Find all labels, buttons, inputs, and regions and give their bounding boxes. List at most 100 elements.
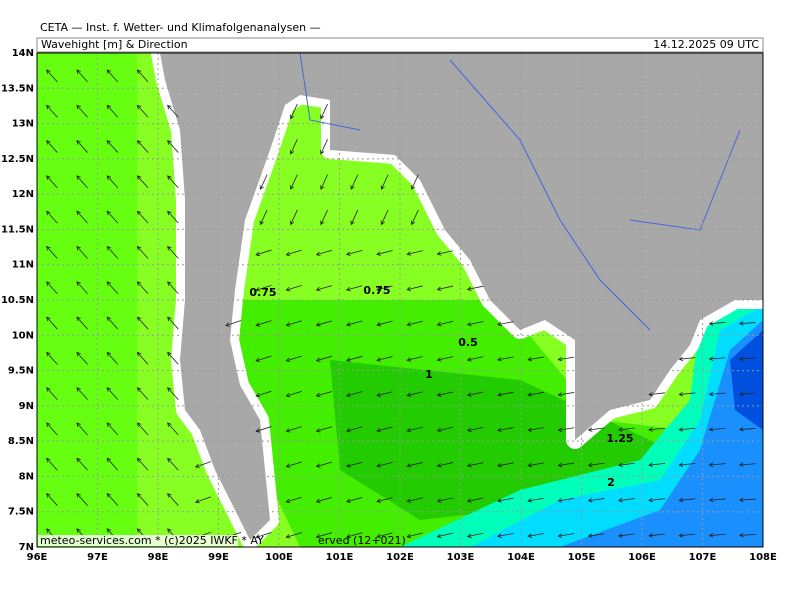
lat-label: 11N bbox=[12, 260, 34, 271]
lon-label: 105E bbox=[568, 552, 596, 563]
wave-arrow bbox=[406, 532, 423, 539]
wave-arrow bbox=[315, 320, 333, 327]
wave-arrow bbox=[406, 250, 423, 256]
wave-arrow bbox=[167, 210, 179, 224]
wave-arrow bbox=[557, 392, 575, 397]
wave-arrow bbox=[255, 390, 272, 398]
wave-arrow bbox=[167, 245, 179, 259]
wave-arrow bbox=[167, 493, 179, 506]
wave-arrow bbox=[167, 387, 179, 400]
lat-label: 9N bbox=[19, 401, 34, 412]
wave-arrow bbox=[376, 532, 393, 539]
wave-arrow bbox=[587, 427, 605, 432]
wave-arrow bbox=[436, 391, 454, 397]
wave-arrow bbox=[527, 427, 544, 433]
lon-label: 106E bbox=[628, 552, 656, 563]
wave-arrow bbox=[46, 281, 58, 295]
lat-label: 9.5N bbox=[8, 366, 34, 377]
wave-arrow bbox=[708, 427, 726, 432]
wave-arrow bbox=[406, 356, 423, 362]
wave-arrow bbox=[76, 140, 88, 153]
wave-arrow bbox=[136, 104, 149, 118]
wave-arrow bbox=[708, 391, 726, 397]
wave-arrow bbox=[380, 209, 389, 226]
wave-arrow bbox=[136, 69, 149, 83]
sea-darkblue bbox=[730, 330, 763, 430]
wave-arrow bbox=[320, 209, 328, 226]
lon-label: 100E bbox=[265, 552, 293, 563]
wave-arrow bbox=[406, 320, 423, 327]
wave-arrow bbox=[466, 285, 484, 291]
wave-arrow bbox=[167, 281, 179, 295]
wave-arrow bbox=[345, 461, 363, 468]
wave-arrow bbox=[466, 497, 484, 503]
wave-arrow bbox=[466, 356, 484, 362]
wave-arrow bbox=[380, 174, 389, 190]
wave-arrow bbox=[708, 533, 726, 538]
lat-label: 7N bbox=[19, 542, 34, 553]
wave-arrow bbox=[708, 497, 726, 503]
lat-label: 8N bbox=[19, 471, 34, 482]
wave-arrow bbox=[285, 320, 302, 327]
wave-arrow bbox=[136, 351, 149, 365]
wave-arrow bbox=[285, 426, 302, 433]
wave-arrow bbox=[345, 391, 363, 398]
wave-arrow bbox=[106, 281, 119, 295]
wave-arrow bbox=[259, 209, 268, 226]
wave-arrow bbox=[106, 104, 119, 118]
wave-arrow bbox=[587, 533, 605, 538]
wave-arrow bbox=[678, 533, 696, 538]
lon-label: 97E bbox=[87, 552, 108, 563]
wave-arrow bbox=[106, 316, 119, 330]
wave-arrow bbox=[167, 351, 179, 365]
wave-arrow bbox=[285, 249, 302, 257]
wave-arrow bbox=[497, 391, 514, 397]
wave-arrow bbox=[255, 249, 272, 257]
wave-arrow bbox=[76, 281, 88, 295]
wave-arrow bbox=[46, 422, 58, 436]
lat-label: 12N bbox=[12, 189, 34, 200]
wave-arrow bbox=[289, 103, 298, 120]
wave-arrow bbox=[167, 140, 179, 153]
wave-arrow bbox=[259, 174, 268, 190]
wave-arrow bbox=[76, 175, 88, 189]
wave-arrow bbox=[255, 320, 272, 327]
lon-label: 103E bbox=[447, 552, 475, 563]
lon-label: 96E bbox=[27, 552, 48, 563]
wave-arrow bbox=[527, 533, 544, 538]
wave-arrow bbox=[315, 461, 333, 468]
wave-arrow bbox=[376, 285, 393, 292]
wave-arrow bbox=[289, 139, 298, 155]
wave-arrow bbox=[617, 427, 635, 432]
wave-arrow bbox=[557, 497, 575, 503]
wave-arrow bbox=[315, 249, 333, 256]
wave-arrow bbox=[167, 175, 179, 189]
wave-arrow bbox=[617, 462, 635, 468]
wave-arrow bbox=[617, 533, 635, 538]
wave-arrow bbox=[315, 532, 333, 539]
wave-arrow bbox=[678, 497, 696, 503]
lon-label: 101E bbox=[326, 552, 354, 563]
wave-arrow bbox=[76, 104, 88, 118]
wave-arrow bbox=[106, 351, 119, 365]
wave-arrow bbox=[466, 532, 484, 539]
wave-arrow bbox=[708, 462, 726, 467]
wave-arrow bbox=[648, 427, 665, 432]
wave-arrow bbox=[410, 174, 419, 190]
wave-arrow bbox=[436, 320, 454, 327]
lat-label: 8.5N bbox=[8, 436, 34, 447]
wave-arrow bbox=[285, 461, 302, 468]
wave-arrow bbox=[106, 175, 119, 189]
wave-arrow bbox=[320, 103, 328, 120]
wave-arrow bbox=[46, 493, 58, 506]
subtitle: Wavehight [m] & Direction bbox=[41, 38, 188, 51]
wave-arrow bbox=[46, 351, 58, 365]
wave-arrow bbox=[136, 175, 149, 189]
wave-arrow bbox=[376, 391, 393, 398]
credit-bg bbox=[38, 535, 238, 546]
wave-arrow bbox=[315, 426, 333, 433]
wave-arrow bbox=[315, 285, 333, 292]
wave-arrow bbox=[194, 496, 211, 504]
wave-arrow bbox=[350, 209, 359, 226]
